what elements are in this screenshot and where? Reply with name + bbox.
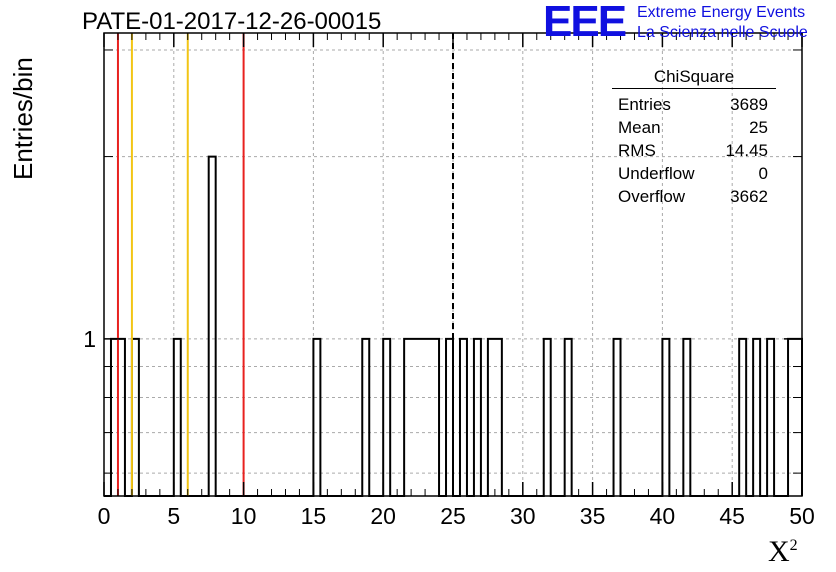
histogram-bin bbox=[118, 339, 125, 496]
chart-title: PATE-01-2017-12-26-00015 bbox=[82, 8, 382, 35]
histogram-bin bbox=[474, 339, 481, 496]
stats-divider bbox=[612, 88, 776, 89]
histogram-bin bbox=[132, 339, 139, 496]
x-axis-label-superscript: 2 bbox=[789, 537, 798, 554]
histogram-bin bbox=[425, 339, 432, 496]
histogram-bin bbox=[753, 339, 760, 496]
x-tick-label: 20 bbox=[370, 503, 396, 529]
histogram-bin bbox=[460, 339, 467, 496]
stats-row-value: 3689 bbox=[730, 95, 768, 114]
stats-row: Entries 3689 bbox=[610, 93, 776, 116]
histogram-bin bbox=[446, 339, 453, 496]
histogram-bin bbox=[565, 339, 572, 496]
x-tick-label: 0 bbox=[98, 503, 111, 529]
logo-line-2: La Scienza nelle Scuole bbox=[637, 24, 808, 41]
x-tick-label: 45 bbox=[719, 503, 745, 529]
y-tick-label: 1 bbox=[83, 326, 96, 352]
x-tick-label: 50 bbox=[789, 503, 815, 529]
eee-logo: EEE Extreme Energy Events La Scienza nel… bbox=[543, 0, 833, 46]
stats-rows: Entries 3689 Mean 25 RMS 14.45 Underflow 0 Overf… bbox=[610, 93, 776, 208]
y-axis-label: Entries/bin bbox=[8, 57, 38, 180]
x-tick-label: 40 bbox=[650, 503, 676, 529]
stats-row-label: RMS bbox=[618, 141, 656, 160]
stats-row-label: Entries bbox=[618, 95, 671, 114]
histogram-bin bbox=[614, 339, 621, 496]
histogram-bin bbox=[544, 339, 551, 496]
x-tick-label: 5 bbox=[167, 503, 180, 529]
histogram-bin bbox=[111, 339, 118, 496]
histogram-bin bbox=[418, 339, 425, 496]
x-tick-label: 10 bbox=[231, 503, 257, 529]
x-tick-label: 25 bbox=[440, 503, 466, 529]
x-axis-label: X2 bbox=[768, 535, 798, 569]
x-tick-label: 30 bbox=[510, 503, 536, 529]
stats-title: ChiSquare bbox=[653, 67, 735, 86]
histogram-bin bbox=[432, 339, 439, 496]
stats-row: Underflow 0 bbox=[610, 162, 776, 185]
histogram-bin bbox=[174, 339, 181, 496]
histogram-bin bbox=[362, 339, 369, 496]
logo-line-1: Extreme Energy Events bbox=[637, 4, 806, 21]
histogram-bin bbox=[411, 339, 418, 496]
stats-row-label: Overflow bbox=[618, 187, 686, 206]
stats-row-label: Mean bbox=[618, 118, 661, 137]
histogram-bin bbox=[739, 339, 746, 496]
stats-box: ChiSquare Entries 3689 Mean 25 RMS 14.45 Under… bbox=[610, 66, 776, 208]
stats-row-label: Underflow bbox=[618, 164, 695, 183]
histogram-bin bbox=[795, 339, 802, 496]
histogram-bin bbox=[495, 339, 502, 496]
x-tick-label: 35 bbox=[580, 503, 606, 529]
histogram-bin bbox=[313, 339, 320, 496]
x-axis-label-text: X bbox=[768, 535, 790, 568]
logo-mark: EEE bbox=[543, 0, 627, 46]
histogram-bin bbox=[488, 339, 495, 496]
histogram-bin bbox=[662, 339, 669, 496]
stats-row-value: 25 bbox=[749, 118, 768, 137]
stats-row: Mean 25 bbox=[610, 116, 776, 139]
stats-row: Overflow 3662 bbox=[610, 185, 776, 208]
stats-row-value: 14.45 bbox=[725, 141, 768, 160]
histogram-bin bbox=[383, 339, 390, 496]
histogram-bin bbox=[209, 157, 216, 496]
histogram-bin bbox=[404, 339, 411, 496]
x-tick-label: 15 bbox=[301, 503, 327, 529]
histogram-bin bbox=[683, 339, 690, 496]
histogram-bin bbox=[788, 339, 795, 496]
stats-row: RMS 14.45 bbox=[610, 139, 776, 162]
stats-row-value: 0 bbox=[758, 164, 768, 183]
histogram-bin bbox=[767, 339, 774, 496]
stats-row-value: 3662 bbox=[730, 187, 768, 206]
